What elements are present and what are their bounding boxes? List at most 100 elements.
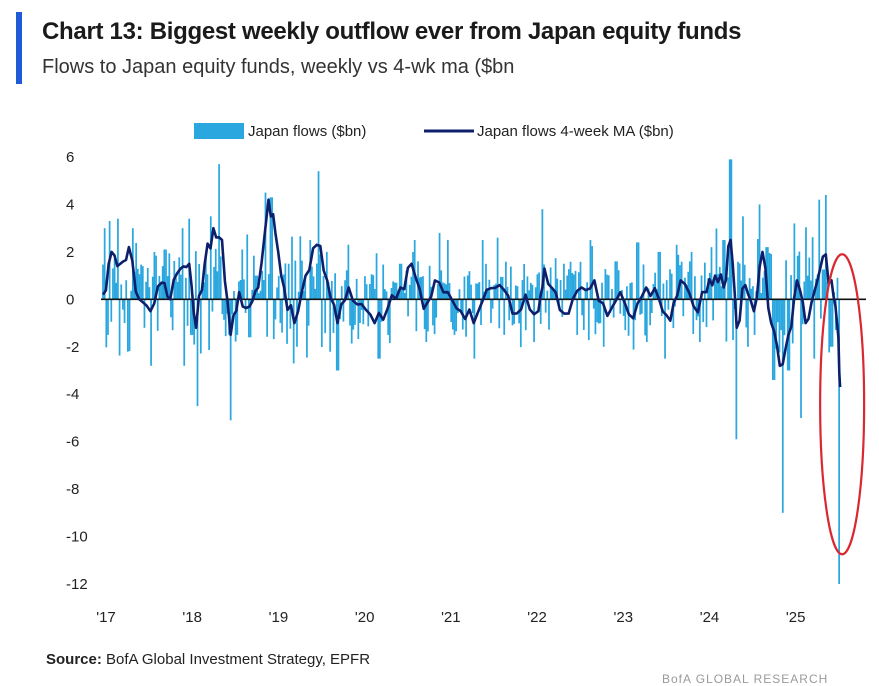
bar [277,275,280,300]
bar [828,299,831,353]
bar [272,299,275,340]
bar [143,299,146,328]
bar [534,287,537,300]
bar [498,299,501,329]
bar [727,277,729,300]
bar [246,234,249,300]
bar [813,299,816,359]
bar [410,276,413,300]
x-tick-label: '21 [441,609,461,626]
bar [319,254,322,300]
bar [185,277,187,300]
bar [448,283,451,300]
bar [713,278,716,300]
bar [435,299,438,318]
bar [286,299,288,344]
bar [432,299,434,326]
bar [455,299,458,332]
bar [216,271,219,300]
bar [524,299,527,331]
bar [345,270,348,300]
bar [271,197,273,300]
bar [122,299,124,310]
bar [473,299,476,359]
bar [446,240,449,300]
bar [206,274,209,300]
bar [140,264,142,300]
bar [294,260,297,300]
bar [297,291,300,300]
bar [451,299,454,330]
bar [771,299,774,380]
bar [568,269,570,300]
bar [790,275,792,300]
bar [723,240,726,300]
bar [266,299,269,337]
y-tick-label: 0 [66,291,74,308]
y-tick-label: -8 [66,481,79,498]
bar [820,299,822,319]
bar [546,290,549,300]
bar [251,289,254,300]
bar [703,262,706,300]
bar [191,299,194,335]
bar [160,282,162,300]
bar [690,251,693,300]
bar [385,291,388,300]
bar [602,299,605,347]
bar [307,299,310,326]
bar [675,244,678,300]
bar [387,299,390,335]
bar [138,274,141,300]
bar [423,299,426,330]
y-tick-label: 2 [66,244,74,261]
bar [781,299,784,513]
bar [536,274,539,300]
bar [642,264,645,300]
bar [264,192,267,300]
bar [267,274,270,300]
bar [776,299,779,323]
y-axis: 6 4 2 0 -2 -4 -6 -8 -10 -12 [66,149,88,593]
bar [393,282,396,300]
bar [427,299,429,332]
bar [685,285,688,300]
x-tick-label: '18 [182,609,202,626]
bar [481,240,484,300]
bar [629,283,632,300]
y-tick-label: 6 [66,149,74,166]
bar [606,274,608,300]
bar [370,274,373,300]
bar [579,261,582,300]
bar [672,299,675,329]
bar [186,299,189,326]
bar [102,264,104,300]
y-tick-label: -4 [66,386,79,403]
bar [645,299,648,343]
bar [458,289,461,300]
bar [221,299,224,315]
bar [123,299,126,324]
bar [354,299,356,325]
bar [148,287,151,300]
bar [519,299,522,348]
bar [476,283,479,300]
bar [168,253,171,300]
bar [810,280,812,300]
bar [188,218,191,300]
bar [705,299,708,328]
bar [523,263,525,300]
bar [692,299,695,335]
bar [284,263,287,300]
title-accent-bar [16,12,22,84]
x-tick-label: '17 [96,609,116,626]
source-note: Source: BofA Global Investment Strategy,… [46,651,370,668]
bar [762,277,764,300]
bar [806,275,809,300]
bar [639,299,642,315]
y-tick-label: 4 [66,196,74,213]
bar [163,249,166,300]
bar [115,282,118,300]
bar [463,276,466,300]
bar [470,284,472,300]
